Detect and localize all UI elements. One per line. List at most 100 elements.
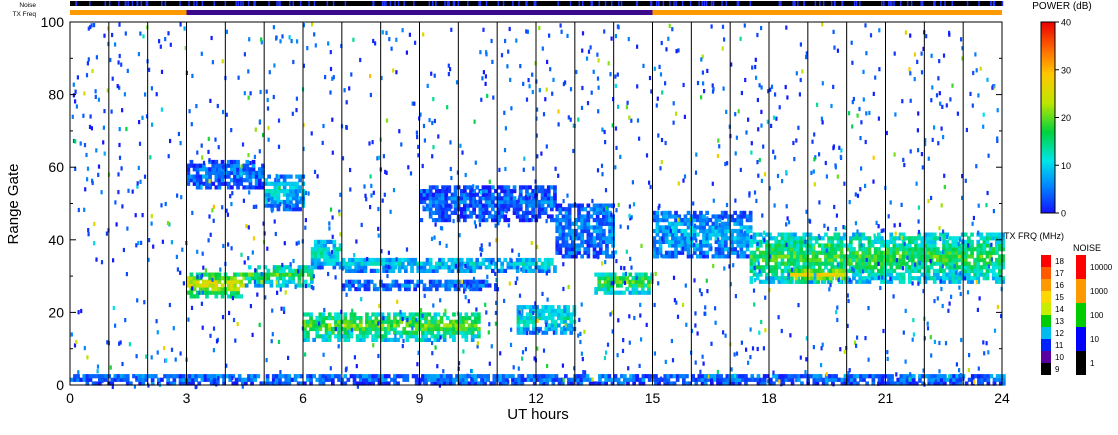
echo-cell <box>522 210 526 215</box>
echo-cell <box>631 180 634 185</box>
noise-fleck <box>332 1 335 6</box>
echo-cell <box>683 236 688 241</box>
echo-cell <box>929 265 934 270</box>
echo-cell <box>771 250 775 255</box>
echo-cell <box>103 151 106 156</box>
echo-cell <box>819 276 824 281</box>
echo-cell <box>602 239 606 244</box>
echo-cell <box>574 221 578 226</box>
echo-cell <box>467 299 470 304</box>
echo-cell <box>703 377 708 382</box>
echo-cell <box>195 294 200 299</box>
echo-cell <box>442 330 447 335</box>
echo-cell <box>545 374 549 379</box>
echo-cell <box>84 187 87 192</box>
echo-cell <box>207 238 210 243</box>
echo-cell <box>815 377 820 382</box>
echo-cell <box>157 381 161 386</box>
echo-cell <box>531 192 535 197</box>
echo-cell <box>671 221 675 226</box>
echo-cell <box>833 243 838 248</box>
echo-cell <box>766 379 770 384</box>
echo-cell <box>586 236 591 241</box>
echo-cell <box>365 330 369 335</box>
echo-cell <box>382 287 386 292</box>
echo-cell <box>714 228 719 234</box>
echo-cell <box>272 25 275 30</box>
echo-cell <box>668 239 672 244</box>
echo-cell <box>427 323 431 328</box>
echo-cell <box>374 41 377 46</box>
echo-cell <box>616 276 620 281</box>
echo-cell <box>844 272 848 277</box>
echo-cell <box>212 218 215 223</box>
echo-cell <box>615 208 618 213</box>
echo-cell <box>458 381 462 386</box>
echo-cell <box>503 189 508 194</box>
echo-cell <box>583 250 588 255</box>
echo-cell <box>942 254 946 259</box>
echo-cell <box>619 276 623 281</box>
echo-cell <box>98 377 102 382</box>
echo-cell <box>398 129 401 134</box>
echo-cell <box>295 192 299 197</box>
echo-cell <box>359 57 362 63</box>
echo-cell <box>374 312 379 317</box>
echo-cell <box>730 250 734 255</box>
echo-cell <box>831 377 835 382</box>
echo-cell <box>702 243 706 248</box>
echo-cell <box>518 196 523 201</box>
echo-cell <box>991 268 996 273</box>
echo-cell <box>341 257 346 263</box>
echo-cell <box>567 377 571 382</box>
echo-cell <box>942 53 946 58</box>
echo-cell <box>564 236 569 241</box>
echo-cell <box>186 283 191 288</box>
echo-cell <box>580 232 584 237</box>
echo-cell <box>901 247 906 252</box>
echo-cell <box>849 254 853 259</box>
echo-cell <box>586 218 591 223</box>
echo-cell <box>870 272 875 277</box>
echo-cell <box>351 257 355 263</box>
echo-cell <box>435 185 439 190</box>
echo-cell <box>796 243 800 248</box>
echo-cell <box>828 272 833 277</box>
echo-cell <box>800 381 804 386</box>
echo-cell <box>988 261 993 266</box>
echo-cell <box>75 104 78 109</box>
noise-fleck <box>803 1 805 6</box>
echo-cell <box>467 330 472 335</box>
echo-cell <box>531 196 535 201</box>
echo-cell <box>940 126 943 131</box>
echo-cell <box>995 374 1000 379</box>
echo-cell <box>973 257 977 263</box>
echo-cell <box>237 75 240 80</box>
echo-cell <box>768 257 772 263</box>
echo-cell <box>362 326 366 332</box>
noise-fleck <box>478 1 480 6</box>
echo-cell <box>640 272 645 277</box>
echo-cell <box>458 377 462 382</box>
echo-cell <box>331 381 335 386</box>
echo-cell <box>226 163 231 168</box>
echo-cell <box>703 381 708 386</box>
echo-cell <box>980 381 984 386</box>
echo-cell <box>864 336 867 341</box>
echo-cell <box>724 228 728 234</box>
echo-cell <box>447 257 452 263</box>
echo-cell <box>664 140 667 146</box>
echo-cell <box>644 374 649 379</box>
echo-cell <box>717 239 722 244</box>
echo-cell <box>275 272 280 277</box>
echo-cell <box>458 326 462 332</box>
echo-cell <box>601 374 605 379</box>
echo-cell <box>447 189 452 194</box>
echo-cell <box>435 268 439 273</box>
echo-cell <box>438 214 442 219</box>
echo-cell <box>470 323 475 328</box>
echo-cell <box>564 254 569 259</box>
echo-cell <box>178 374 183 379</box>
echo-cell <box>841 276 845 281</box>
echo-cell <box>655 247 660 252</box>
